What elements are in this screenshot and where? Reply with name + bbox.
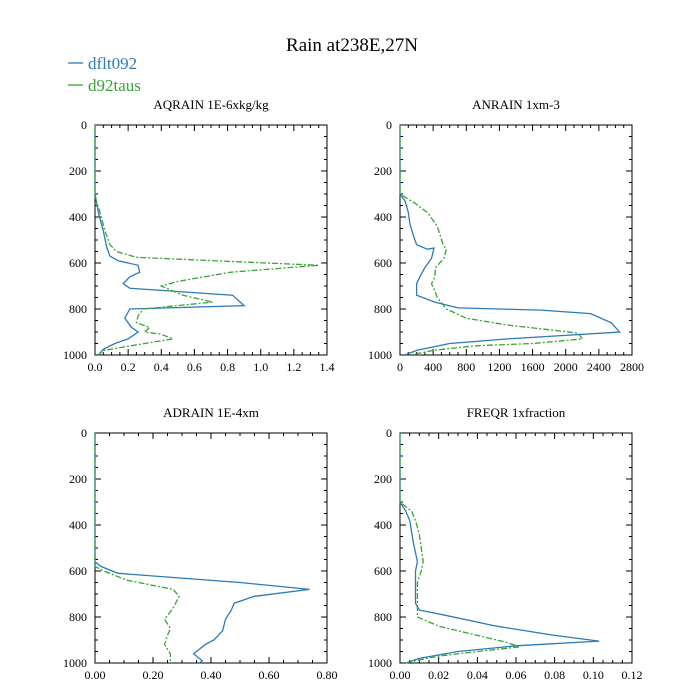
y-tick-label: 400 bbox=[69, 210, 87, 224]
y-tick-label: 600 bbox=[374, 256, 392, 270]
x-tick-label: 0 bbox=[397, 360, 403, 374]
y-tick-label: 800 bbox=[69, 610, 87, 624]
y-tick-label: 0 bbox=[386, 426, 392, 440]
y-tick-label: 200 bbox=[374, 164, 392, 178]
plot-frame bbox=[94, 124, 328, 356]
series-line-d92taus bbox=[399, 125, 584, 356]
x-tick-label: 2000 bbox=[554, 360, 578, 374]
series-line-dflt092 bbox=[94, 125, 246, 356]
y-tick-label: 600 bbox=[69, 256, 87, 270]
panel-title: AQRAIN 1E-6xkg/kg bbox=[153, 97, 269, 112]
y-tick-label: 800 bbox=[69, 302, 87, 316]
x-tick-label: 2800 bbox=[620, 360, 644, 374]
y-tick-label: 0 bbox=[81, 426, 87, 440]
y-tick-label: 400 bbox=[374, 210, 392, 224]
y-tick-label: 1000 bbox=[63, 348, 87, 362]
x-tick-label: 0.20 bbox=[143, 668, 164, 682]
y-tick-label: 1000 bbox=[63, 656, 87, 670]
series-line-d92taus bbox=[94, 125, 319, 356]
panel-1: AQRAIN 1E-6xkg/kg 0.0 0.2 0.4 0.6 0.8 1.0 1.2 1.… bbox=[63, 97, 335, 374]
x-tick-label: 0.6 bbox=[187, 360, 202, 374]
panel-title: FREQR 1xfraction bbox=[467, 405, 566, 420]
legend: dflt092 d92taus bbox=[68, 54, 141, 95]
y-tick-label: 800 bbox=[374, 302, 392, 316]
y-tick-label: 600 bbox=[374, 564, 392, 578]
x-tick-label: 0.06 bbox=[506, 668, 527, 682]
x-tick-label: 0.00 bbox=[85, 668, 106, 682]
series-line-dflt092 bbox=[94, 433, 310, 664]
panel-4: FREQR 1xfraction 0.00 0.02 0.04 0.06 0.08 0.10… bbox=[368, 405, 643, 682]
y-tick-label: 200 bbox=[69, 472, 87, 486]
legend-label-dflt092: dflt092 bbox=[88, 54, 137, 73]
panel-2: ANRAIN 1xm-3 0 400 800 1200 1600 2000 2400 2800 0… bbox=[368, 97, 644, 374]
x-tick-label: 0.02 bbox=[428, 668, 449, 682]
plot-frame bbox=[94, 432, 328, 664]
x-tick-label: 0.12 bbox=[622, 668, 643, 682]
x-tick-label: 2400 bbox=[587, 360, 611, 374]
x-tick-label: 800 bbox=[457, 360, 475, 374]
x-tick-label: 0.60 bbox=[259, 668, 280, 682]
y-tick-label: 600 bbox=[69, 564, 87, 578]
y-tick-label: 1000 bbox=[368, 348, 392, 362]
y-tick-label: 200 bbox=[374, 472, 392, 486]
x-tick-label: 0.08 bbox=[544, 668, 565, 682]
legend-label-d92taus: d92taus bbox=[88, 76, 141, 95]
y-tick-label: 200 bbox=[69, 164, 87, 178]
x-tick-label: 0.8 bbox=[220, 360, 235, 374]
series-line-dflt092 bbox=[399, 125, 621, 356]
y-tick-label: 800 bbox=[374, 610, 392, 624]
x-tick-label: 1200 bbox=[487, 360, 511, 374]
x-tick-label: 1.4 bbox=[320, 360, 335, 374]
x-tick-label: 1.2 bbox=[286, 360, 301, 374]
series-line-d92taus bbox=[399, 433, 521, 664]
x-tick-label: 0.10 bbox=[583, 668, 604, 682]
panel-3: ADRAIN 1E-4xm 0.00 0.20 0.40 0.60 0.80 0 200 400… bbox=[63, 405, 338, 682]
x-tick-label: 0.00 bbox=[390, 668, 411, 682]
y-tick-label: 0 bbox=[386, 118, 392, 132]
y-tick-label: 400 bbox=[69, 518, 87, 532]
x-tick-label: 0.0 bbox=[88, 360, 103, 374]
x-tick-label: 0.80 bbox=[317, 668, 338, 682]
y-tick-label: 0 bbox=[81, 118, 87, 132]
plot-frame bbox=[399, 124, 633, 356]
plot-frame bbox=[399, 432, 633, 664]
x-tick-label: 1600 bbox=[521, 360, 545, 374]
panels: AQRAIN 1E-6xkg/kg 0.0 0.2 0.4 0.6 0.8 1.0 1.2 1.… bbox=[63, 97, 644, 682]
figure-title: Rain at238E,27N bbox=[286, 35, 418, 56]
x-tick-label: 1.0 bbox=[253, 360, 268, 374]
x-tick-label: 0.40 bbox=[201, 668, 222, 682]
y-tick-label: 1000 bbox=[368, 656, 392, 670]
series-line-dflt092 bbox=[399, 433, 600, 664]
x-tick-label: 0.2 bbox=[121, 360, 136, 374]
panel-title: ADRAIN 1E-4xm bbox=[163, 405, 259, 420]
y-tick-label: 400 bbox=[374, 518, 392, 532]
x-tick-label: 0.04 bbox=[467, 668, 488, 682]
x-tick-label: 400 bbox=[424, 360, 442, 374]
series-line-d92taus bbox=[94, 433, 180, 663]
panel-title: ANRAIN 1xm-3 bbox=[472, 97, 560, 112]
x-tick-label: 0.4 bbox=[154, 360, 169, 374]
